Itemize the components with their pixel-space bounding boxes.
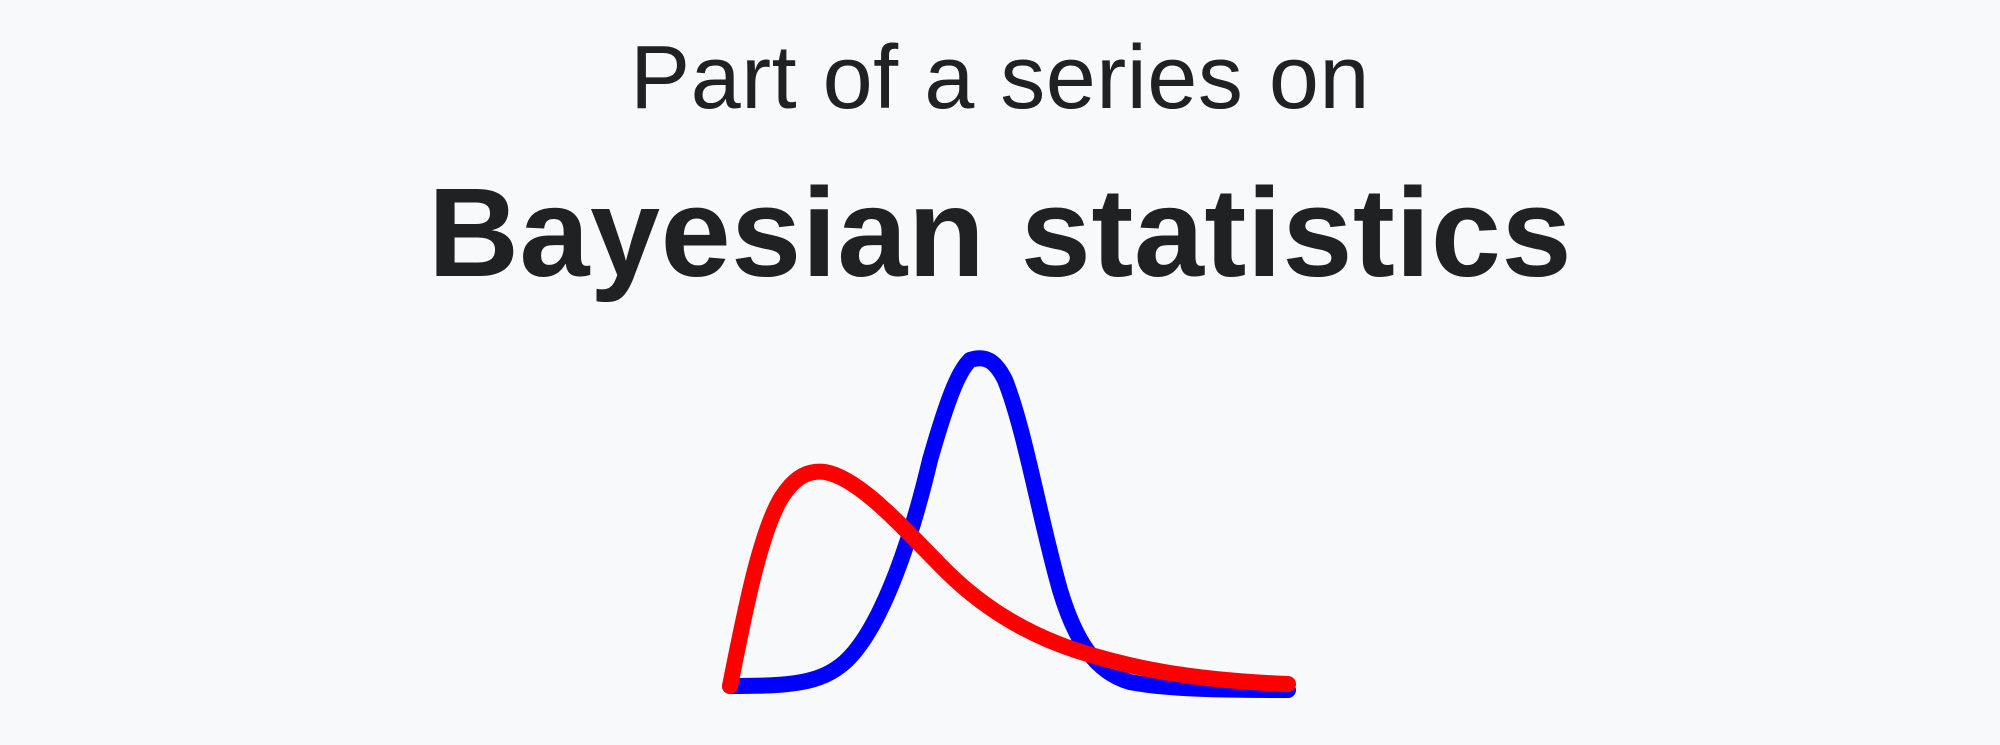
series-subtitle: Part of a series on — [630, 28, 1370, 128]
red-curve — [722, 463, 1296, 694]
blue-curve — [722, 350, 1296, 698]
series-title-link[interactable]: Bayesian statistics — [427, 162, 1573, 303]
